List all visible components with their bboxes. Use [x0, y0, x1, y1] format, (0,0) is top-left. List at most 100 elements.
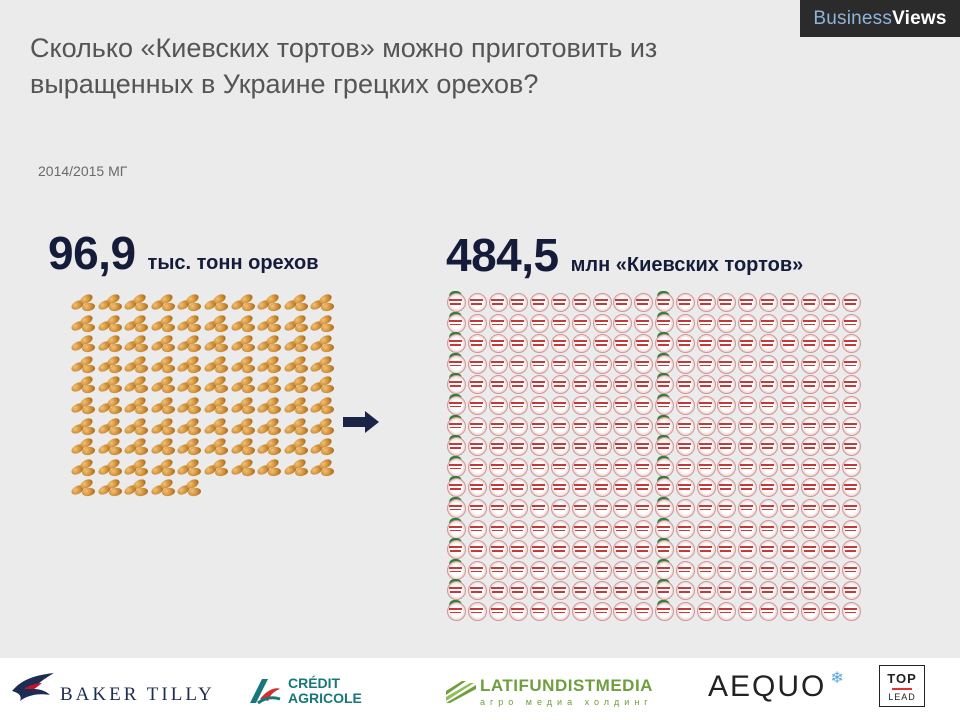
walnut-icon	[282, 436, 309, 457]
kyiv-cake-icon	[779, 477, 799, 498]
latifundistmedia-logo: LATIFUNDISTMEDIA агро медиа холдинг	[444, 676, 653, 707]
kyiv-cake-icon	[446, 599, 466, 621]
walnut-icon	[309, 354, 335, 374]
kyiv-cake-icon	[529, 333, 550, 354]
kyiv-cake-icon	[758, 436, 778, 457]
baker-tilly-logo: BAKER TILLY	[10, 670, 215, 706]
kyiv-cake-icon	[696, 292, 716, 312]
walnut-icon	[123, 436, 149, 457]
kyiv-cake-icon	[758, 498, 778, 518]
kyiv-cake-icon	[820, 539, 841, 560]
kyiv-cake-icon	[758, 539, 778, 560]
kyiv-cake-icon	[716, 539, 737, 560]
kyiv-cake-icon	[488, 457, 508, 477]
kyiv-cake-icon	[716, 498, 737, 518]
kyiv-cake-icon	[529, 519, 550, 539]
kyiv-cake-icon	[654, 311, 674, 333]
kyiv-cake-icon	[737, 498, 758, 518]
kyiv-cake-icon	[820, 292, 841, 312]
walnut-icon	[176, 436, 202, 457]
kyiv-cake-icon	[779, 416, 799, 436]
walnut-icon	[176, 313, 202, 333]
nuts-value: 96,9	[48, 227, 136, 279]
walnut-icon	[202, 436, 229, 457]
kyiv-cake-icon	[488, 436, 508, 457]
kyiv-cake-icon	[716, 395, 737, 415]
walnut-icon	[69, 313, 96, 333]
kyiv-cake-icon	[633, 354, 654, 374]
kyiv-cake-icon	[696, 313, 716, 333]
walnut-icon	[176, 292, 202, 313]
top-lead-line2: LEAD	[888, 691, 916, 702]
kyiv-cake-icon	[696, 580, 716, 601]
top-lead-line1: TOP	[887, 670, 917, 686]
walnut-icon	[256, 374, 282, 395]
kyiv-cake-icon	[779, 539, 799, 560]
kyiv-cake-icon	[696, 601, 716, 621]
kyiv-cake-icon	[654, 579, 674, 601]
kyiv-cake-icon	[696, 374, 716, 395]
walnut-icon	[229, 313, 256, 333]
kyiv-cake-icon	[592, 313, 612, 333]
kyiv-cake-icon	[592, 416, 612, 436]
kyiv-cake-icon	[488, 539, 508, 560]
kyiv-cake-icon	[550, 457, 570, 477]
kyiv-cake-icon	[758, 354, 778, 374]
kyiv-cake-icon	[758, 580, 778, 601]
kyiv-cake-icon	[675, 601, 695, 621]
kyiv-cake-icon	[758, 292, 778, 312]
kyiv-cake-icon	[696, 436, 716, 457]
sponsor-footer: BAKER TILLY CRÉDIT AGRICOLE LATIFUNDISTM…	[0, 658, 960, 720]
kyiv-cake-icon	[675, 395, 695, 415]
walnut-icon	[96, 292, 123, 313]
kyiv-cake-icon	[800, 519, 820, 539]
walnut-icon	[96, 313, 123, 333]
kyiv-cake-icon	[446, 435, 466, 457]
kyiv-cake-icon	[779, 395, 799, 415]
kyiv-cake-icon	[737, 436, 758, 457]
kyiv-cake-icon	[467, 354, 487, 374]
kyiv-cake-icon	[529, 580, 550, 601]
latifundistmedia-name: LATIFUNDISTMEDIA	[480, 676, 653, 695]
credit-agricole-logo: CRÉDIT AGRICOLE	[246, 675, 362, 707]
kyiv-cake-icon	[841, 395, 862, 415]
kyiv-cake-icon	[571, 374, 591, 395]
kyiv-cake-icon	[737, 395, 758, 415]
kyiv-cake-icon	[571, 580, 591, 601]
kyiv-cake-icon	[488, 374, 508, 395]
kyiv-cake-icon	[467, 416, 487, 436]
kyiv-cake-icon	[675, 292, 695, 312]
kyiv-cake-icon	[737, 560, 758, 580]
kyiv-cake-icon	[800, 498, 820, 518]
kyiv-cake-icon	[467, 477, 487, 498]
kyiv-cake-icon	[529, 374, 550, 395]
kyiv-cake-icon	[508, 313, 529, 333]
kyiv-cake-icon	[550, 580, 570, 601]
kyiv-cake-icon	[550, 374, 570, 395]
kyiv-cake-icon	[488, 477, 508, 498]
walnut-icon	[202, 333, 229, 354]
kyiv-cake-icon	[779, 601, 799, 621]
kyiv-cake-icon	[737, 292, 758, 312]
kyiv-cake-icon	[550, 560, 570, 580]
kyiv-cake-icon	[696, 354, 716, 374]
kyiv-cake-icon	[467, 292, 487, 312]
top-lead-divider	[892, 687, 912, 690]
kyiv-cake-icon	[550, 519, 570, 539]
kyiv-cake-icon	[467, 313, 487, 333]
walnut-icon	[123, 313, 149, 333]
kyiv-cake-icon	[633, 436, 654, 457]
kyiv-cake-icon	[779, 457, 799, 477]
kyiv-cake-icon	[488, 560, 508, 580]
walnut-icon	[123, 415, 149, 436]
walnut-icon	[149, 457, 176, 477]
kyiv-cake-icon	[467, 374, 487, 395]
aequo-name: AEQUO	[708, 670, 827, 703]
business-views-logo: Business Views	[800, 0, 960, 37]
walnut-icon	[149, 415, 176, 436]
nuts-unit: тыс. тонн орехов	[147, 252, 319, 274]
kyiv-cake-icon	[571, 498, 591, 518]
kyiv-cake-icon	[820, 333, 841, 354]
kyiv-cake-icon	[467, 333, 487, 354]
kyiv-cake-icon	[550, 498, 570, 518]
